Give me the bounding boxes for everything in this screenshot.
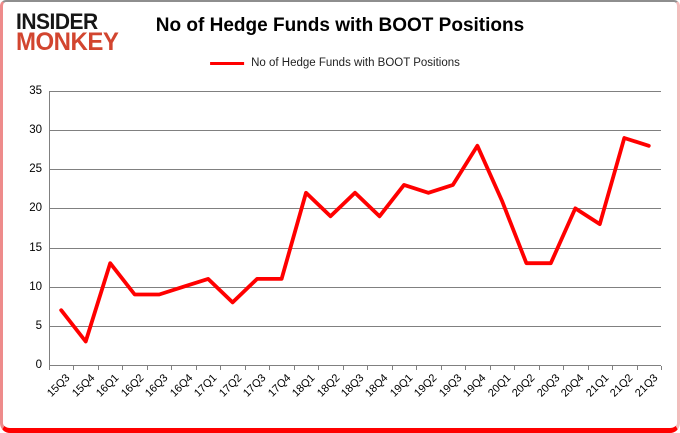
gridline [49, 91, 661, 92]
y-axis-tick-label: 10 [29, 280, 42, 293]
x-axis-tick [489, 366, 491, 370]
x-axis-tick [465, 366, 467, 370]
legend-label: No of Hedge Funds with BOOT Positions [251, 57, 460, 69]
x-axis-tick [146, 366, 148, 370]
logo-text-monkey: MONKEY [16, 27, 119, 57]
x-axis-tick [244, 366, 246, 370]
x-axis-line [49, 365, 661, 366]
logo-text-insider: INSIDER [16, 9, 98, 35]
x-axis-tick [195, 366, 197, 370]
x-axis-tick [269, 366, 271, 370]
x-axis-tick [367, 366, 369, 370]
x-axis-tick [49, 366, 50, 370]
x-axis-tick [563, 366, 565, 370]
data-line-series [59, 136, 651, 344]
x-axis-tick [612, 366, 614, 370]
x-axis-tick [293, 366, 295, 370]
x-axis-tick [391, 366, 393, 370]
insider-monkey-logo: INSIDER MONKEY [16, 9, 119, 57]
y-axis-tick-label: 15 [29, 241, 42, 254]
y-axis-tick-label: 25 [29, 163, 42, 176]
x-axis-tick [416, 366, 418, 370]
x-axis-tick [220, 366, 222, 370]
x-axis-tick [318, 366, 320, 370]
y-axis-tick-label: 35 [29, 85, 42, 97]
gridline [49, 325, 661, 327]
x-axis-tick [587, 366, 589, 370]
gridline [49, 208, 661, 210]
line-chart-canvas [59, 136, 651, 344]
y-axis-tick-label: 0 [35, 359, 42, 371]
x-axis-tick [661, 366, 662, 370]
gridline [49, 247, 661, 249]
y-axis-tick-label: 20 [29, 202, 42, 215]
legend-line-swatch [210, 61, 245, 65]
y-axis-line [49, 91, 50, 366]
x-axis-tick [342, 366, 344, 370]
y-axis-tick-label: 30 [29, 124, 42, 137]
x-axis-tick [171, 366, 173, 370]
x-axis-tick [440, 366, 442, 370]
legend: No of Hedge Funds with BOOT Positions [210, 57, 460, 69]
x-axis-tick [636, 366, 638, 370]
x-axis-tick [538, 366, 540, 370]
y-axis-tick-label: 5 [35, 319, 42, 332]
x-axis-tick [514, 366, 516, 370]
chart-title: No of Hedge Funds with BOOT Positions [155, 15, 525, 36]
x-axis-tick [73, 366, 75, 370]
chart-plot-area: 0 5 10 15 20 25 30 35 15Q3 15Q4 16Q1 16Q2 16Q3 16Q4 17… [3, 2, 677, 428]
gridline [49, 286, 661, 288]
gridline [49, 130, 661, 132]
gridline [49, 169, 661, 171]
x-axis-tick [122, 366, 124, 370]
x-axis-tick [97, 366, 99, 370]
